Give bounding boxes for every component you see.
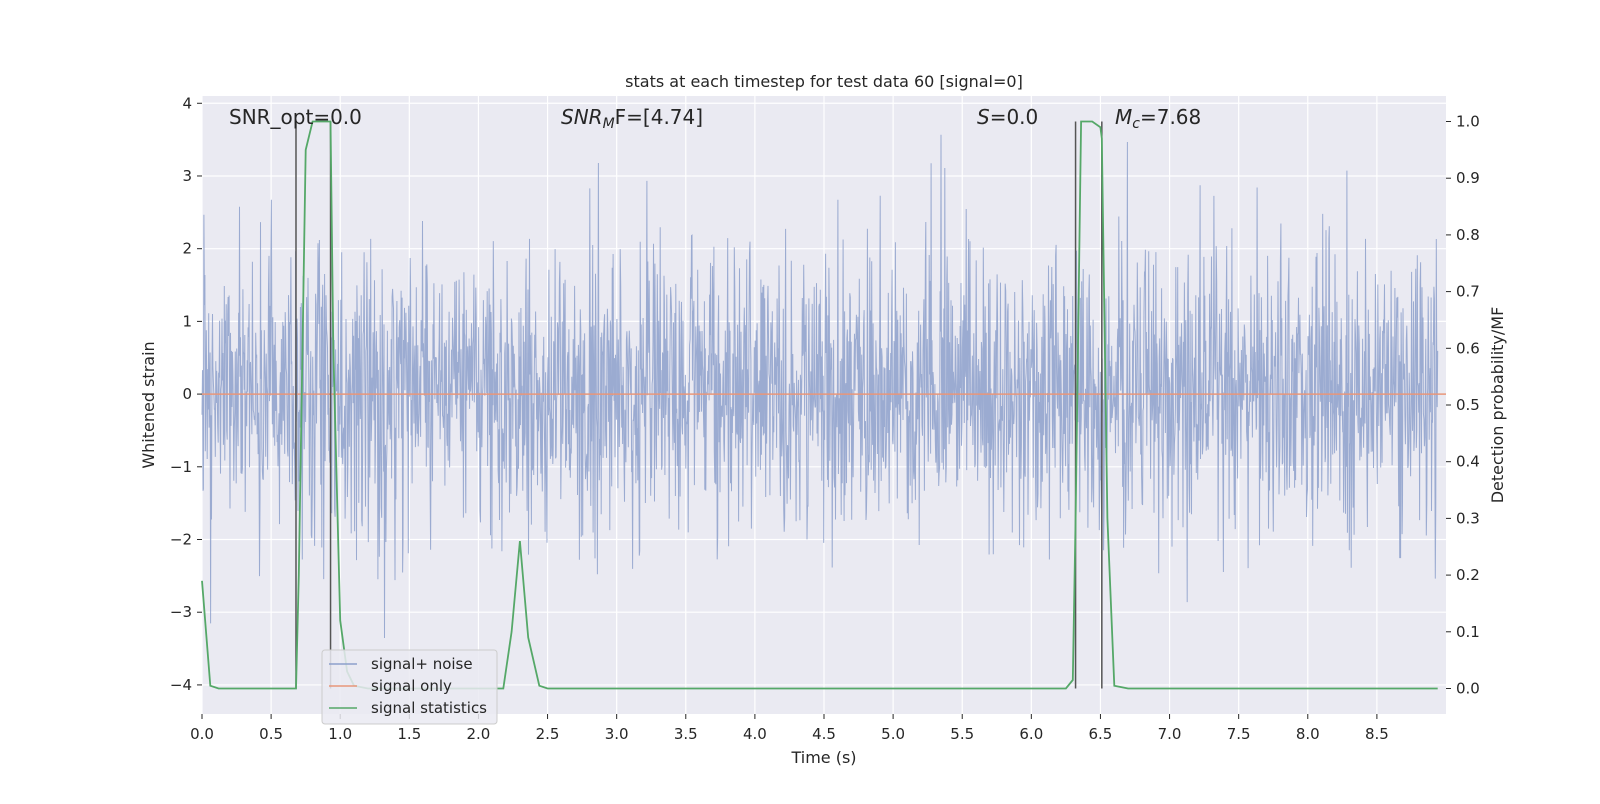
right-y-axis-ticks: 1.0 0.9 0.8 0.7 0.6 0.5 0.4 0.3 0.2 0.1 0.0 (1446, 113, 1480, 697)
legend-label-signal-noise: signal+ noise (371, 655, 473, 673)
x-tick-label: 4.0 (743, 725, 767, 743)
overlay (201, 120, 1446, 690)
annotation-snr-mf: SNRMF=[4.74] (561, 105, 703, 132)
left-y-tick-label: 0 (182, 385, 192, 403)
x-tick-label: 0.5 (259, 725, 283, 743)
left-y-tick-label: 4 (182, 94, 192, 112)
left-y-tick-label: −3 (170, 603, 192, 621)
legend-box (321, 649, 498, 725)
x-tick-label: 7.5 (1227, 725, 1251, 743)
right-y-tick-label: 0.8 (1456, 226, 1480, 244)
left-y-tick-label: −2 (170, 531, 192, 549)
right-y-tick-label: 0.6 (1456, 339, 1480, 357)
x-tick-label: 6.5 (1089, 725, 1113, 743)
chart-title: stats at each timestep for test data 60 … (625, 72, 1023, 91)
x-axis-ticks: 0.0 0.5 1.0 1.5 2.0 2.5 3.0 3.5 4.0 4.5 5.0 5.5 6.0 6… (190, 714, 1389, 743)
right-y-tick-label: 0.3 (1456, 509, 1480, 527)
x-tick-label: 2.5 (536, 725, 560, 743)
x-tick-label: 5.0 (881, 725, 905, 743)
x-tick-label: 0.0 (190, 725, 214, 743)
left-y-tick-label: 1 (182, 312, 192, 330)
legend-label-signal-only: signal only (371, 677, 452, 695)
x-axis-label: Time (s) (790, 748, 856, 767)
x-tick-label: 7.0 (1158, 725, 1182, 743)
right-y-tick-label: 0.2 (1456, 566, 1480, 584)
x-tick-label: 5.5 (950, 725, 974, 743)
left-y-axis-label: Whitened strain (139, 341, 158, 468)
left-y-tick-label: −4 (170, 676, 192, 694)
right-y-tick-label: 0.9 (1456, 169, 1480, 187)
x-tick-label: 6.0 (1019, 725, 1043, 743)
signal-noise-line (201, 134, 1439, 639)
grid (201, 96, 1446, 714)
right-y-tick-label: 0.1 (1456, 623, 1480, 641)
left-y-tick-label: −1 (170, 458, 192, 476)
right-y-tick-label: 0.5 (1456, 396, 1480, 414)
right-y-tick-label: 0.7 (1456, 283, 1480, 301)
x-tick-label: 3.0 (605, 725, 629, 743)
x-tick-label: 8.0 (1296, 725, 1320, 743)
x-tick-label: 8.5 (1365, 725, 1389, 743)
x-tick-label: 3.5 (674, 725, 698, 743)
annotation-snr-opt: SNR_opt=0.0 (229, 105, 362, 129)
right-y-tick-label: 1.0 (1456, 113, 1480, 131)
x-tick-label: 1.5 (397, 725, 421, 743)
x-tick-label: 2.0 (467, 725, 491, 743)
legend: signal+ noise signal only signal statist… (321, 649, 498, 725)
x-tick-label: 4.5 (812, 725, 836, 743)
right-y-axis-label: Detection probability/MF (1488, 307, 1507, 504)
annotation-s: S=0.0 (977, 105, 1038, 129)
left-y-axis-ticks: 4 3 2 1 0 −1 −2 −3 −4 (170, 94, 202, 694)
noise-series (201, 134, 1439, 639)
left-y-tick-label: 2 (182, 240, 192, 258)
left-y-tick-label: 3 (182, 167, 192, 185)
right-y-tick-label: 0.4 (1456, 453, 1480, 471)
right-y-tick-label: 0.0 (1456, 679, 1480, 697)
legend-label-signal-statistics: signal statistics (371, 699, 487, 717)
x-tick-label: 1.0 (328, 725, 352, 743)
annotation-mc: Mc=7.68 (1115, 105, 1201, 132)
signal-statistics-line (201, 120, 1438, 690)
